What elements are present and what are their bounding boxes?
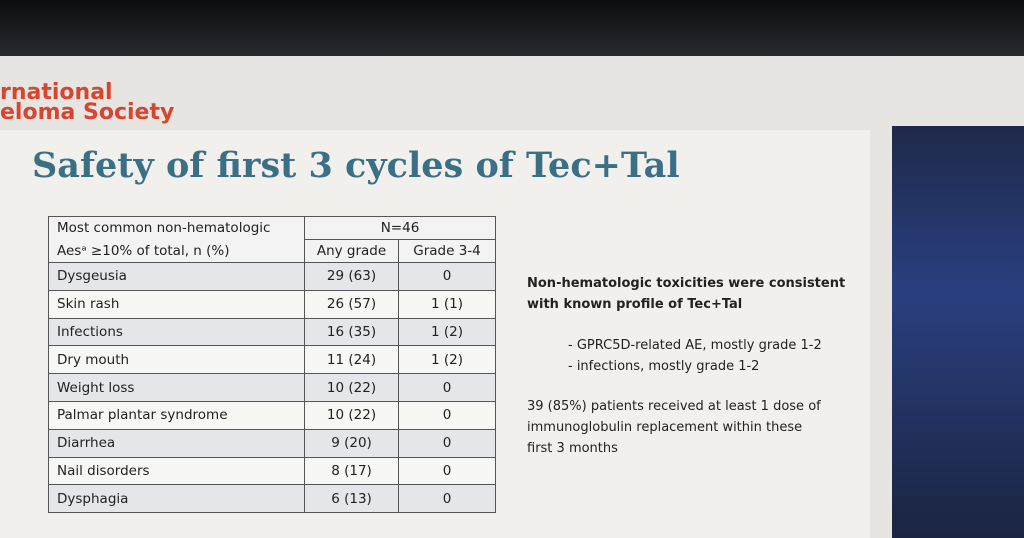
table-row: Dry mouth 11 (24) 1 (2) xyxy=(48,345,496,375)
table-cell: 1 (2) xyxy=(398,317,496,347)
stage xyxy=(892,126,1024,538)
table-cell: Weight loss xyxy=(48,373,305,402)
table-cell: 11 (24) xyxy=(304,345,399,375)
logo-line: eloma Society xyxy=(0,100,175,125)
note-line: - GPRC5D-related AE, mostly grade 1-2 xyxy=(568,338,822,353)
table: Most common non-hematologic N=46 Aesᵃ ≥1… xyxy=(48,216,496,514)
table-cell: 0 xyxy=(398,456,496,486)
header-cell: Most common non-hematologic xyxy=(48,216,305,240)
header-row: Aesᵃ ≥10% of total, n (%) Any grade Grad… xyxy=(48,239,496,263)
table-row: Dysphagia 6 (13) 0 xyxy=(48,484,496,514)
table-cell: Diarrhea xyxy=(48,428,305,458)
table-row: Nail disorders 8 (17) 0 xyxy=(48,456,496,486)
table-body: Most common non-hematologic N=46 Aesᵃ ≥1… xyxy=(48,216,496,514)
table-cell: 10 (22) xyxy=(304,400,399,430)
table-cell: Dysphagia xyxy=(48,484,305,514)
table-cell: Palmar plantar syndrome xyxy=(48,400,305,430)
table-row: Infections 16 (35) 1 (2) xyxy=(48,317,496,347)
header-cell: Aesᵃ ≥10% of total, n (%) xyxy=(48,239,305,263)
logo-line: rnational xyxy=(0,80,113,105)
table-cell: 9 (20) xyxy=(304,428,399,458)
table-cell: 0 xyxy=(398,428,496,458)
table-row: Weight loss 10 (22) 0 xyxy=(48,373,496,402)
note-line: first 3 months xyxy=(527,441,618,456)
table-cell: 0 xyxy=(398,373,496,402)
note-line: - infections, mostly grade 1-2 xyxy=(568,359,760,374)
table-cell: Dry mouth xyxy=(48,345,305,375)
header-row: Most common non-hematologic N=46 xyxy=(48,216,496,240)
table-cell: 0 xyxy=(398,262,496,291)
table-cell: Dysgeusia xyxy=(48,262,305,291)
table-row: Dysgeusia 29 (63) 0 xyxy=(48,262,496,291)
header-cell: N=46 xyxy=(304,216,496,240)
note-line: immunoglobulin replacement within these xyxy=(527,420,803,435)
header-cell: Any grade xyxy=(304,239,399,263)
note-line: Non-hematologic toxicities were consiste… xyxy=(527,276,846,291)
note-line: with known profile of Tec+Tal xyxy=(527,297,743,312)
table-row: Palmar plantar syndrome 10 (22) 0 xyxy=(48,400,496,430)
table-row: Skin rash 26 (57) 1 (1) xyxy=(48,289,496,319)
table-cell: 10 (22) xyxy=(304,373,399,402)
table-cell: 0 xyxy=(398,400,496,430)
table-cell: 29 (63) xyxy=(304,262,399,291)
table-cell: Skin rash xyxy=(48,289,305,319)
table-cell: Infections xyxy=(48,317,305,347)
table-cell: 6 (13) xyxy=(304,484,399,514)
table-cell: 26 (57) xyxy=(304,289,399,319)
table-cell: 1 (1) xyxy=(398,289,496,319)
table-cell: 1 (2) xyxy=(398,345,496,375)
note-line: 39 (85%) patients received at least 1 do… xyxy=(527,399,821,414)
table-row: Diarrhea 9 (20) 0 xyxy=(48,428,496,458)
table-cell: Nail disorders xyxy=(48,456,305,486)
slide-title: Safety of first 3 cycles of Tec+Tal xyxy=(32,145,680,186)
table-cell: 16 (35) xyxy=(304,317,399,347)
header-cell: Grade 3-4 xyxy=(398,239,496,263)
table-cell: 0 xyxy=(398,484,496,514)
ceiling xyxy=(0,0,1024,58)
table-cell: 8 (17) xyxy=(304,456,399,486)
